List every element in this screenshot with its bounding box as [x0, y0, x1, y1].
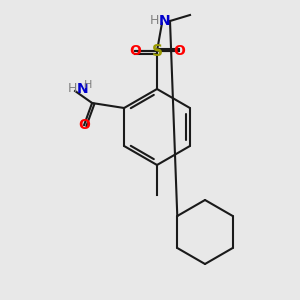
Text: H: H: [84, 80, 92, 90]
Text: O: O: [173, 44, 185, 58]
Text: S: S: [152, 44, 163, 59]
Text: H: H: [68, 82, 77, 95]
Text: H: H: [149, 14, 159, 28]
Text: N: N: [159, 14, 171, 28]
Text: O: O: [129, 44, 141, 58]
Text: O: O: [78, 118, 90, 132]
Text: N: N: [76, 82, 88, 96]
